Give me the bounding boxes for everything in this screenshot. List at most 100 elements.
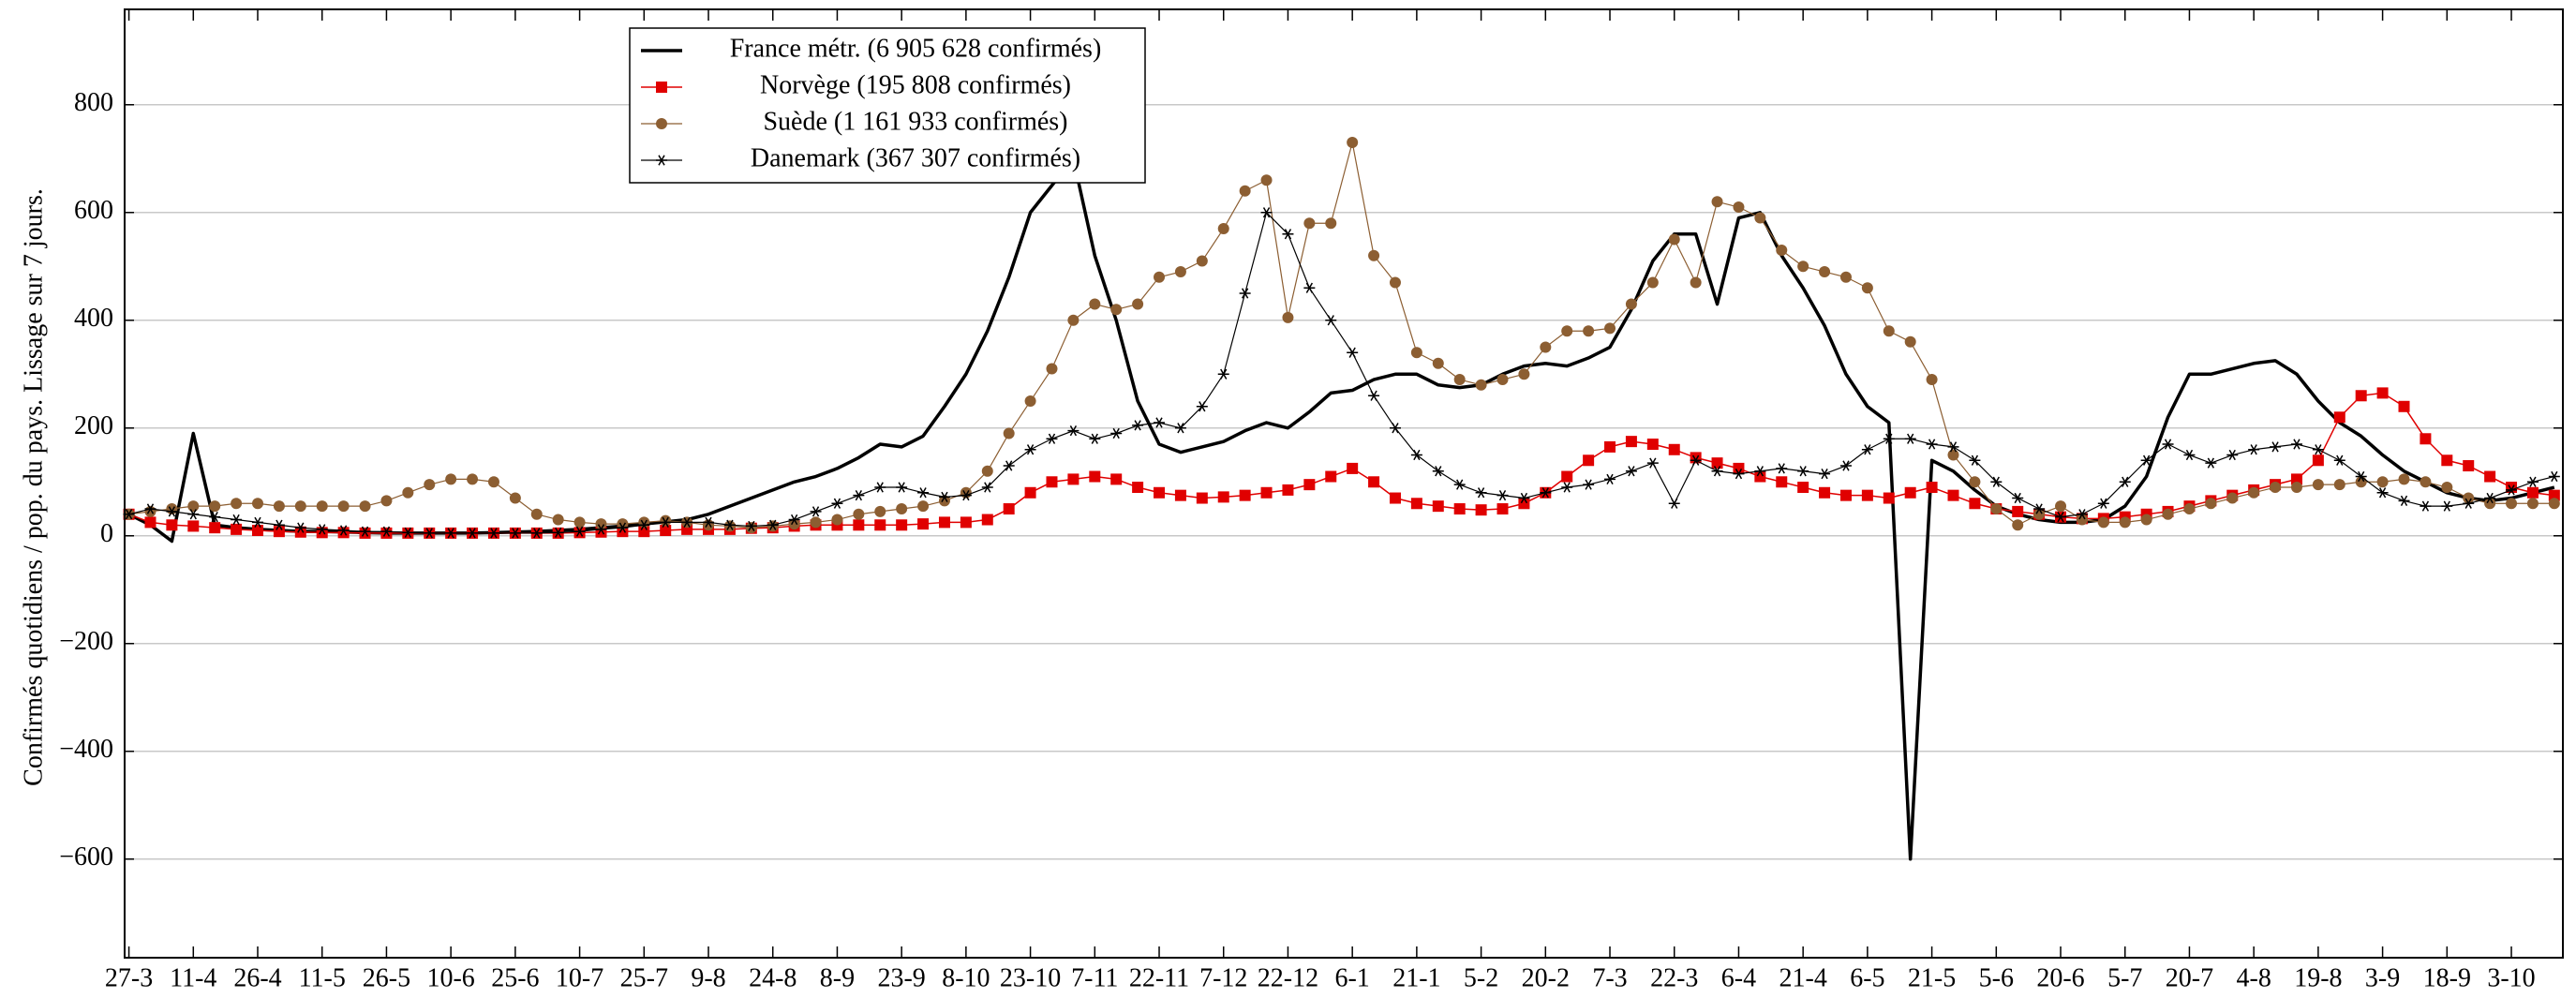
marker (316, 524, 328, 535)
x-tick-label: 8-9 (820, 963, 855, 992)
marker (2097, 498, 2109, 509)
x-tick-label: 22-3 (1650, 963, 1698, 992)
marker (874, 519, 886, 531)
marker (1432, 466, 1444, 477)
marker (209, 522, 221, 534)
marker (595, 524, 607, 535)
marker (2376, 387, 2389, 399)
marker (509, 528, 521, 539)
marker (2270, 441, 2282, 453)
marker (1819, 469, 1831, 480)
marker (2441, 482, 2453, 494)
marker (2140, 454, 2152, 466)
marker (917, 518, 930, 530)
marker (2484, 498, 2496, 510)
marker (1733, 201, 1745, 214)
marker (1883, 433, 1895, 444)
marker (1347, 137, 1359, 149)
marker (681, 516, 693, 528)
x-tick-label: 24-8 (749, 963, 797, 992)
legend-box (629, 27, 1146, 184)
marker (745, 520, 757, 532)
marker (380, 495, 393, 507)
marker (1217, 491, 1229, 503)
marker (1496, 503, 1509, 515)
y-tick-label: 0 (100, 519, 113, 548)
marker (231, 498, 243, 510)
marker (1947, 441, 1959, 453)
marker (1110, 427, 1123, 439)
marker (337, 500, 350, 513)
marker (273, 519, 285, 530)
marker (660, 514, 672, 527)
marker (1174, 489, 1186, 501)
marker (1776, 476, 1788, 488)
marker (1625, 436, 1637, 448)
marker (1067, 425, 1080, 437)
marker (359, 500, 371, 513)
marker (981, 482, 993, 493)
marker (2441, 454, 2453, 467)
x-tick-label: 23-10 (1000, 963, 1061, 992)
marker (1003, 503, 1015, 515)
marker (896, 519, 908, 531)
marker (1260, 207, 1273, 218)
marker (1368, 249, 1380, 261)
x-tick-label: 19-8 (2294, 963, 2342, 992)
marker (1496, 490, 1509, 501)
marker (1518, 492, 1530, 504)
marker (1347, 347, 1359, 358)
x-tick-label: 25-6 (491, 963, 539, 992)
marker (1797, 261, 1809, 273)
marker (573, 526, 586, 537)
marker (359, 526, 371, 537)
marker (1904, 335, 1916, 348)
marker (1132, 420, 1144, 431)
series (123, 387, 2560, 539)
marker (2012, 492, 2024, 504)
marker (960, 516, 972, 529)
marker (2055, 512, 2067, 523)
marker (1303, 217, 1316, 230)
marker (1325, 470, 1337, 483)
marker (1646, 457, 1659, 469)
marker (656, 118, 667, 129)
marker (337, 525, 350, 536)
marker (1969, 454, 1981, 466)
marker (2420, 476, 2432, 488)
marker (1003, 427, 1015, 439)
marker (1990, 503, 2003, 515)
marker (1239, 489, 1251, 501)
marker (1110, 473, 1123, 485)
marker (316, 500, 328, 513)
marker (1389, 492, 1401, 504)
marker (853, 490, 865, 501)
marker (656, 82, 667, 93)
marker (831, 498, 843, 509)
marker (896, 503, 908, 515)
marker (660, 525, 672, 537)
marker (1239, 288, 1251, 299)
marker (2420, 433, 2432, 445)
marker (1690, 276, 1702, 289)
marker (252, 498, 264, 510)
marker (853, 519, 865, 531)
marker (1754, 466, 1766, 477)
marker (1604, 440, 1616, 453)
marker (1260, 486, 1273, 499)
marker (1883, 492, 1895, 504)
marker (2290, 482, 2302, 494)
marker (1819, 486, 1831, 499)
marker (294, 500, 306, 513)
marker (2183, 503, 2196, 515)
marker (1711, 466, 1723, 477)
x-tick-label: 6-5 (1850, 963, 1884, 992)
marker (1668, 233, 1680, 246)
marker (874, 505, 886, 517)
marker (1797, 466, 1809, 477)
marker (1947, 489, 1959, 501)
marker (1969, 498, 1981, 510)
marker (294, 526, 306, 538)
marker (1904, 486, 1916, 499)
marker (1861, 282, 1873, 294)
